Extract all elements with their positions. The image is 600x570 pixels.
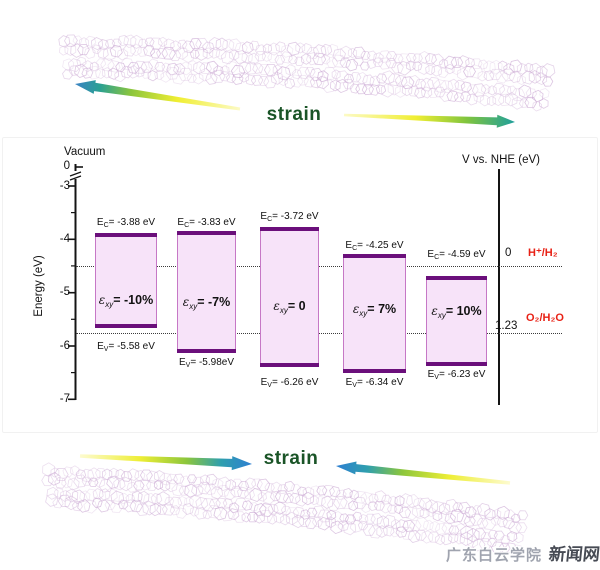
- valence-band-label: EV= -6.23 eV: [427, 369, 486, 381]
- nhe-zero-value: 0: [505, 247, 512, 259]
- axis-tick-label: -5: [59, 286, 70, 298]
- band-top-edge: [95, 233, 157, 237]
- axis-tick-label: -3: [59, 180, 70, 192]
- strain-arrow-bottom-left: [79, 454, 253, 471]
- strain-value-label: εxy= 10%: [431, 304, 482, 320]
- band-top-edge: [343, 254, 406, 258]
- strain-value-label: εxy= -10%: [98, 293, 154, 309]
- bottom-molecule-ribbon: [41, 462, 529, 556]
- strain-value-label: εxy= -7%: [182, 295, 231, 311]
- band-bar: [426, 276, 487, 366]
- vacuum-label: Vacuum: [64, 146, 106, 158]
- band-top-edge: [426, 276, 487, 280]
- conduction-band-label: EC= -4.25 eV: [345, 240, 404, 252]
- band-bottom-edge: [95, 324, 157, 328]
- strain-value-label: εxy= 7%: [352, 302, 397, 318]
- conduction-band-label: EC= -3.72 eV: [260, 211, 319, 223]
- top-molecule-ribbon: [58, 34, 556, 112]
- strain-arrow-top-left: [75, 80, 241, 111]
- band-bar: [260, 227, 319, 367]
- axis-tick-label: 0: [63, 160, 70, 172]
- conduction-band-label: EC= -3.83 eV: [177, 217, 236, 229]
- band-bar: [343, 254, 406, 373]
- conduction-band-label: EC= -3.88 eV: [96, 217, 156, 229]
- axis-tick-label: -7: [59, 393, 70, 405]
- watermark-institution: 广东白云学院: [445, 547, 542, 564]
- band-top-edge: [260, 227, 319, 231]
- strain-arrow-top-right: [343, 113, 515, 128]
- band-bar: [95, 233, 157, 328]
- axis-tick-label: -6: [59, 340, 70, 352]
- valence-band-label: EV= -5.58 eV: [97, 341, 155, 353]
- strain-arrows: [75, 80, 515, 485]
- band-top-edge: [177, 231, 236, 235]
- band-diagram: [2, 137, 598, 433]
- strain-value-label: εxy= 0: [273, 299, 306, 315]
- conduction-band-label: EC= -4.59 eV: [427, 249, 486, 261]
- strain-label-top: strain: [266, 104, 322, 125]
- band-bottom-edge: [177, 349, 236, 353]
- nhe-123-value: 1.23: [495, 320, 518, 332]
- band-bottom-edge: [260, 363, 319, 367]
- valence-band-label: EV= -6.26 eV: [260, 377, 319, 389]
- valence-band-label: EV= -5.98eV: [179, 357, 234, 369]
- band-bar: [177, 231, 236, 353]
- h2-redox-line: [76, 266, 562, 267]
- watermark-site: 新闻网: [547, 545, 600, 564]
- band-bottom-edge: [426, 362, 487, 366]
- strain-label-bottom: strain: [263, 448, 319, 469]
- valence-band-label: EV= -6.34 eV: [345, 377, 404, 389]
- watermark: 广东白云学院 新闻网: [438, 540, 600, 566]
- o2-redox-line: [76, 333, 562, 334]
- band-bottom-edge: [343, 369, 406, 373]
- energy-axis: [68, 164, 500, 405]
- axis-tick-label: -4: [59, 233, 70, 245]
- o2-couple-label: O₂/H₂O: [526, 312, 564, 324]
- h2-couple-label: H⁺/H₂: [528, 247, 558, 259]
- strain-arrow-bottom-right: [336, 461, 511, 485]
- nhe-axis-label: V vs. NHE (eV): [462, 154, 540, 166]
